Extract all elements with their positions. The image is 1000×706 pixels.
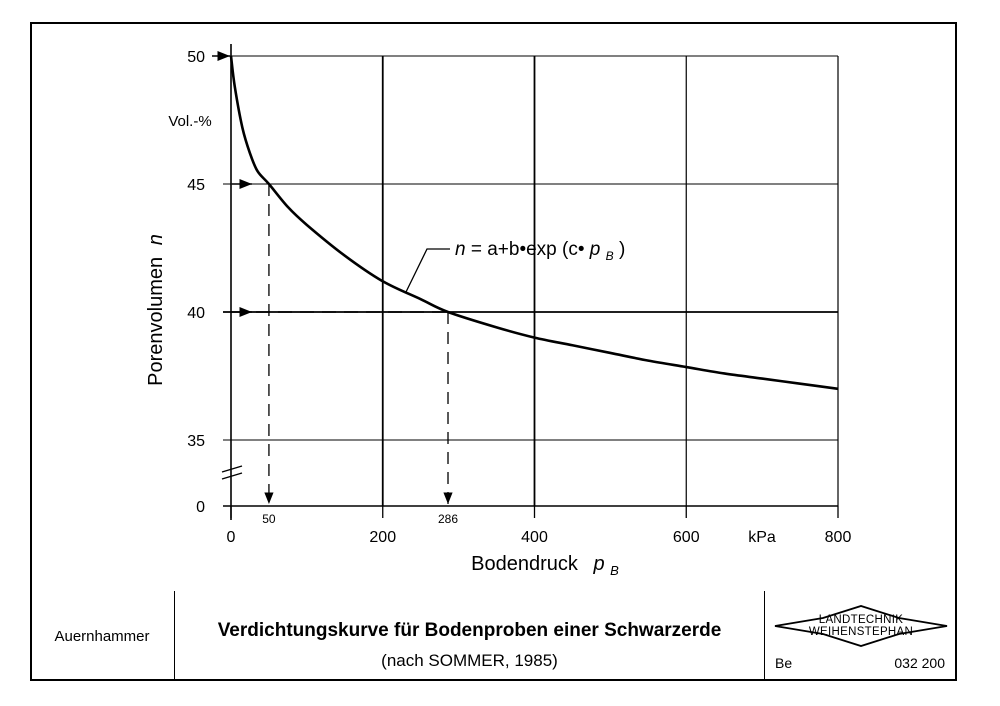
svg-text:Porenvolumen n: Porenvolumen n [145, 234, 167, 386]
tick-labels: 0 200 400 600 800 50 45 40 35 0 50 286 [187, 49, 851, 546]
y-axis-title-symbol: n [145, 234, 167, 245]
eq-body: = a+b•exp (c• [471, 239, 585, 260]
svg-text:n = a+b•exp (c• p: n = a+b•exp (c• p B ) [455, 239, 625, 265]
eq-close: ) [619, 239, 625, 260]
x-axis-title-symbol: p [592, 553, 604, 575]
logo-text-line1: LANDTECHNIK [818, 614, 904, 626]
grid [223, 55, 839, 506]
logo-cell: LANDTECHNIK WEIHENSTEPHAN Be 032 200 [765, 591, 957, 681]
y-tick-label: 50 [187, 49, 205, 66]
title-cell: Verdichtungskurve für Bodenproben einer … [175, 591, 765, 681]
guide-lines [212, 50, 453, 504]
code-left: Be [775, 655, 793, 671]
x-axis-title-subscript: B [610, 563, 619, 578]
logo-text-line2: WEIHENSTEPHAN [808, 626, 914, 638]
y-tick-label: 0 [196, 499, 205, 516]
author-cell: Auernhammer [30, 591, 175, 681]
y-axis-title: Porenvolumen n [145, 234, 167, 386]
x-tick-label: 0 [227, 529, 236, 546]
y-unit-label: Vol.-% [168, 113, 211, 130]
chart-svg: 0 200 400 600 800 50 45 40 35 0 50 286 Vol.-% kPa P… [145, 44, 851, 578]
eq-n: n [455, 239, 466, 260]
x-tick-label: 400 [521, 529, 548, 546]
y-axis-title-text: Porenvolumen [145, 257, 167, 386]
marker-label: 50 [262, 512, 276, 526]
x-tick-label: 200 [369, 529, 396, 546]
x-axis-title-text: Bodendruck [471, 553, 579, 575]
x-tick-label: 800 [825, 529, 852, 546]
y-tick-label: 40 [187, 305, 205, 322]
code-right: 032 200 [894, 655, 945, 671]
equation-annotation: n = a+b•exp (c• p B ) [405, 239, 625, 293]
x-tick-label: 600 [673, 529, 700, 546]
figure-frame [30, 22, 957, 681]
series-curve [229, 55, 839, 391]
x-unit-label: kPa [748, 529, 776, 546]
y-tick-label: 35 [187, 433, 205, 450]
landtechnik-logo [774, 605, 948, 647]
marker-label: 286 [438, 512, 458, 526]
eq-sub: B [606, 249, 614, 263]
figure-subtitle: (nach SOMMER, 1985) [381, 651, 558, 670]
footer: Auernhammer Verdichtungskurve für Bodenp… [30, 591, 957, 681]
eq-p: p [589, 239, 601, 260]
axis-break-marker [221, 465, 243, 480]
figure-title: Verdichtungskurve für Bodenproben einer … [217, 620, 722, 641]
author-name: Auernhammer [54, 627, 150, 645]
x-axis-title: Bodendruck p B [471, 553, 619, 578]
axes [223, 44, 839, 520]
y-tick-label: 45 [187, 177, 205, 194]
